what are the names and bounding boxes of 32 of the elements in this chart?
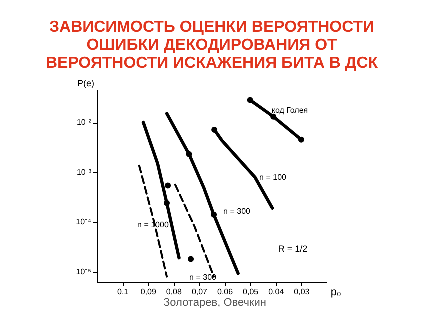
annotation: n = 300: [190, 273, 218, 282]
x-tick-label: 0,03: [294, 288, 310, 296]
annotation: R = 1/2: [278, 244, 308, 254]
point: [188, 256, 194, 262]
x-tick-label: 0,07: [192, 288, 208, 296]
annotation: n = 300: [224, 207, 252, 216]
y-tick-label: 10⁻²: [76, 118, 92, 128]
line-series: [142, 120, 181, 260]
x-tick-label: 0,1: [117, 288, 130, 296]
point: [212, 126, 218, 133]
x-tick-label: 0,09: [140, 288, 157, 296]
point: [211, 212, 218, 218]
point: [186, 151, 192, 158]
y-tick-label: 10⁻³: [76, 168, 92, 177]
y-axis-title: P(e): [78, 78, 95, 88]
x-tick-label: 0,05: [243, 288, 260, 296]
x-tick-label: 0,04: [268, 288, 285, 296]
y-tick-label: 10⁻⁵: [76, 268, 92, 277]
x-tick-label: 0,06: [217, 288, 234, 296]
y-tick-label: 10⁻⁴: [76, 218, 92, 227]
point: [298, 136, 304, 143]
line-series: [212, 128, 274, 210]
x-axis-title: p₀: [330, 286, 342, 298]
point: [247, 97, 254, 104]
annotation: код Голея: [272, 106, 308, 115]
point: [165, 182, 172, 189]
annotation: n = 100: [260, 173, 288, 182]
text: Золотарев, Овечкин: [164, 297, 266, 309]
point: [164, 200, 170, 206]
x-tick-label: 0,08: [166, 288, 182, 296]
annotation: n = 1000: [138, 220, 170, 230]
chart-title: ЗАВИСИМОСТЬ ОЦЕНКИ ВЕРОЯТНОСТИ ОШИБКИ ДЕКОДИРОВАНИЯ ОТ ВЕРОЯТНОСТИ ИСКАЖЕНИЯ БИТА В ДСК: [46, 19, 378, 72]
